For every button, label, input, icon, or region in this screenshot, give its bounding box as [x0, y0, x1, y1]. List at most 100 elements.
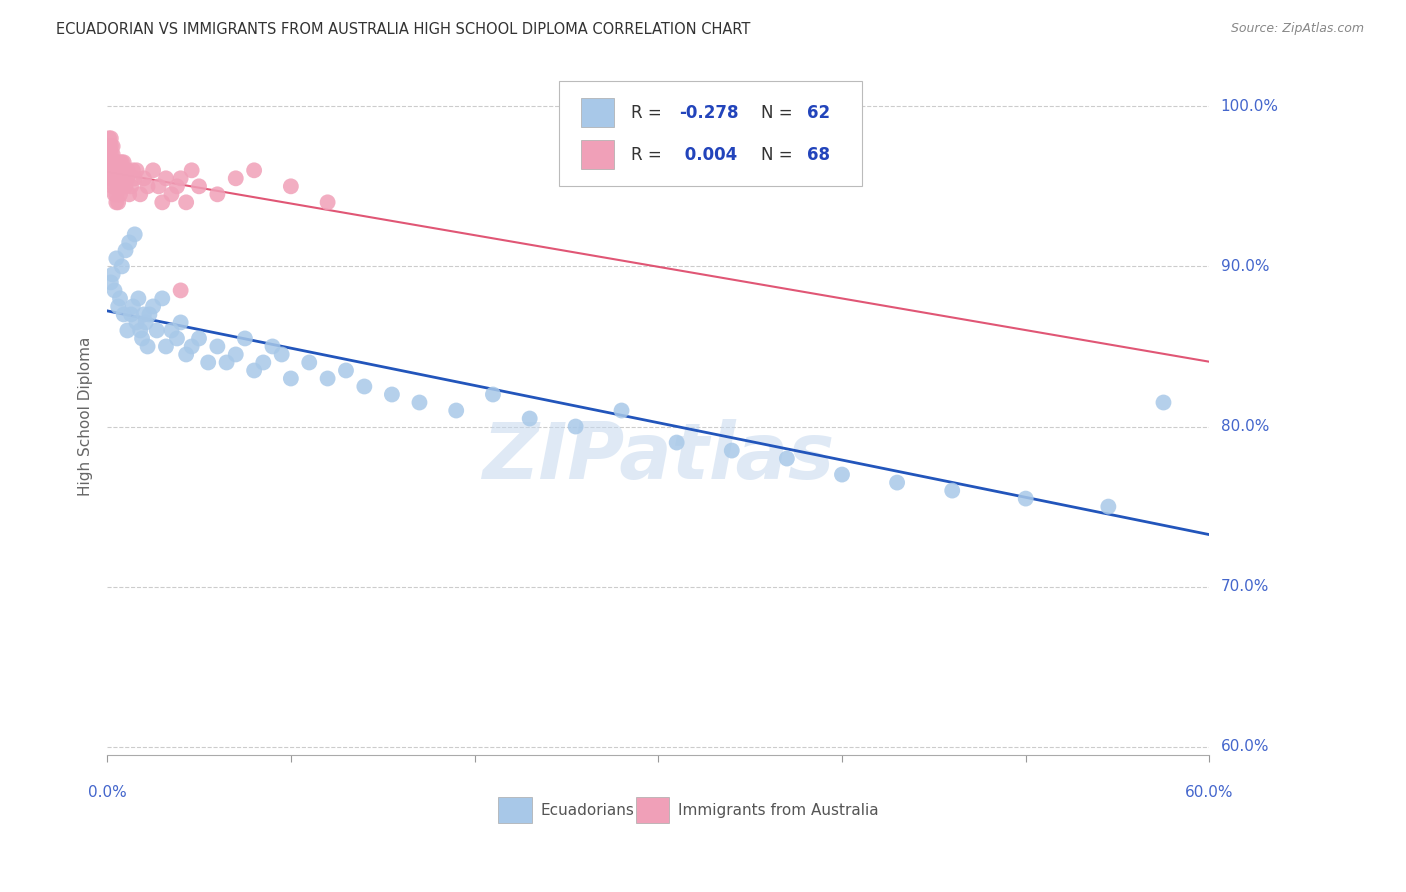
Point — [225, 347, 247, 361]
Point — [408, 395, 430, 409]
Point — [114, 163, 136, 178]
Point — [108, 155, 131, 169]
Point — [103, 187, 125, 202]
Point — [180, 163, 202, 178]
Point — [124, 171, 146, 186]
Text: Ecuadorians: Ecuadorians — [540, 803, 634, 818]
Text: N =: N = — [761, 103, 797, 121]
Point — [169, 315, 191, 329]
Text: 0.0%: 0.0% — [87, 785, 127, 800]
Point — [207, 187, 229, 202]
Point — [100, 147, 122, 161]
Point — [174, 347, 197, 361]
Y-axis label: High School Diploma: High School Diploma — [79, 336, 93, 496]
Point — [169, 171, 191, 186]
Point — [233, 331, 256, 345]
Point — [117, 323, 139, 337]
Point — [98, 131, 121, 145]
Point — [252, 355, 274, 369]
Text: 60.0%: 60.0% — [1220, 739, 1270, 755]
Point — [122, 163, 145, 178]
Text: N =: N = — [761, 145, 797, 163]
Point — [103, 155, 125, 169]
Point — [103, 179, 125, 194]
Point — [197, 355, 219, 369]
FancyBboxPatch shape — [560, 81, 862, 186]
Point — [225, 171, 247, 186]
Point — [100, 276, 122, 290]
Text: R =: R = — [631, 145, 666, 163]
Point — [101, 139, 124, 153]
Point — [101, 268, 124, 282]
Point — [108, 292, 131, 306]
FancyBboxPatch shape — [581, 140, 614, 169]
Point — [207, 339, 229, 353]
Point — [188, 331, 211, 345]
Point — [101, 171, 124, 186]
Point — [103, 284, 125, 298]
Text: 100.0%: 100.0% — [1220, 99, 1278, 114]
Point — [118, 187, 141, 202]
Point — [160, 187, 183, 202]
Point — [111, 163, 134, 178]
Point — [98, 147, 121, 161]
Point — [1015, 491, 1038, 506]
Point — [129, 187, 152, 202]
Point — [108, 163, 131, 178]
Point — [298, 355, 321, 369]
Point — [98, 139, 121, 153]
Point — [105, 252, 128, 266]
Text: 80.0%: 80.0% — [1220, 419, 1268, 434]
Point — [180, 339, 202, 353]
Point — [101, 179, 124, 194]
Point — [114, 244, 136, 258]
Point — [316, 195, 339, 210]
Point — [129, 323, 152, 337]
Point — [886, 475, 908, 490]
Text: -0.278: -0.278 — [679, 103, 738, 121]
Point — [100, 155, 122, 169]
Text: ZIPatlas: ZIPatlas — [482, 418, 834, 495]
Point — [831, 467, 853, 482]
Point — [118, 235, 141, 250]
Point — [776, 451, 799, 466]
Point — [270, 347, 292, 361]
Point — [105, 163, 128, 178]
Point — [101, 163, 124, 178]
Text: 60.0%: 60.0% — [1185, 785, 1233, 800]
Text: Source: ZipAtlas.com: Source: ZipAtlas.com — [1230, 22, 1364, 36]
Point — [111, 179, 134, 194]
Point — [381, 387, 404, 401]
Point — [610, 403, 633, 417]
Text: 62: 62 — [807, 103, 830, 121]
Point — [105, 187, 128, 202]
Point — [100, 139, 122, 153]
Point — [148, 179, 170, 194]
FancyBboxPatch shape — [637, 797, 669, 822]
Point — [105, 195, 128, 210]
Point — [335, 363, 357, 377]
Point — [125, 163, 148, 178]
Point — [135, 315, 157, 329]
Text: R =: R = — [631, 103, 666, 121]
Point — [122, 300, 145, 314]
Point — [108, 187, 131, 202]
Point — [114, 179, 136, 194]
Text: 90.0%: 90.0% — [1220, 259, 1270, 274]
Point — [150, 195, 173, 210]
Point — [941, 483, 963, 498]
Point — [564, 419, 586, 434]
Point — [166, 179, 188, 194]
Point — [142, 300, 165, 314]
Point — [111, 155, 134, 169]
Point — [124, 227, 146, 242]
Point — [100, 131, 122, 145]
Point — [117, 171, 139, 186]
FancyBboxPatch shape — [499, 797, 531, 822]
Point — [120, 308, 142, 322]
Point — [120, 179, 142, 194]
Point — [111, 260, 134, 274]
Point — [169, 284, 191, 298]
Point — [1153, 395, 1175, 409]
Text: 68: 68 — [807, 145, 830, 163]
